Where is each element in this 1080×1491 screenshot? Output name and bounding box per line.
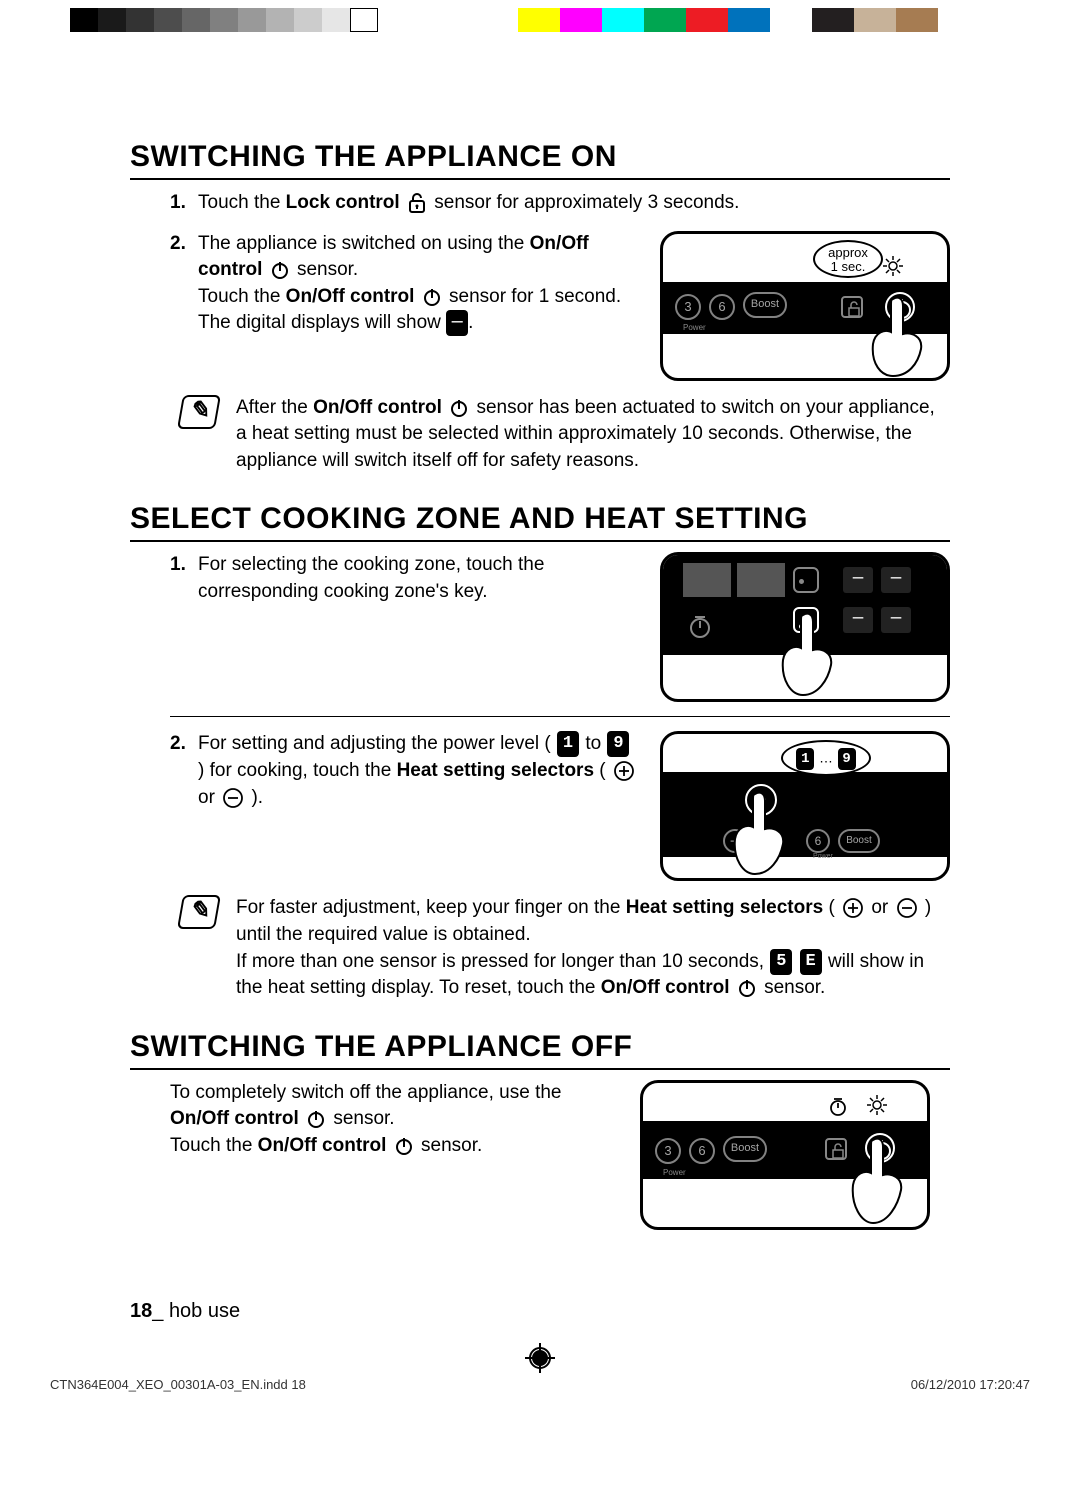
page-footer: 18_ hob use (130, 1300, 950, 1323)
note-switch-on: ✎ After the On/Off control sensor has be… (180, 395, 950, 475)
print-color-bar (0, 8, 1080, 32)
callout-approx-1sec: approx1 sec. (813, 240, 883, 278)
digit-err-icon: E (800, 949, 822, 975)
power-icon (422, 286, 442, 308)
registration-mark-icon (525, 1343, 555, 1378)
note-heat: ✎ For faster adjustment, keep your finge… (180, 895, 950, 1001)
power-icon (449, 397, 469, 419)
heading-select-zone: SELECT COOKING ZONE AND HEAT SETTING (130, 502, 950, 542)
power-icon (270, 259, 290, 281)
hand-icon (843, 1135, 923, 1230)
figure-switch-on: 3 6 Boost Power approx1 sec. (660, 231, 950, 381)
digit-9-icon: 9 (607, 731, 629, 757)
plus-icon (842, 897, 864, 919)
timer-icon (687, 613, 713, 639)
display-dash-icon: – (446, 310, 468, 336)
minus-icon (222, 787, 244, 809)
figure-switch-off: 3 6 Boost Power (640, 1080, 930, 1230)
off-body: To completely switch off the appliance, … (170, 1080, 950, 1230)
heading-switching-on: SWITCHING THE APPLIANCE ON (130, 140, 950, 180)
hand-icon (863, 294, 943, 381)
on-step-2: 2. The appliance is switched on using th… (170, 231, 950, 381)
digit-1-icon: 1 (557, 731, 579, 757)
power-icon (737, 977, 757, 999)
figure-select-zone: – – – – (660, 552, 950, 702)
note-icon: ✎ (177, 895, 221, 929)
lock-icon (407, 192, 427, 214)
hand-icon (773, 610, 853, 702)
lock-button-icon (841, 296, 863, 318)
plus-icon (613, 760, 635, 782)
power-icon (306, 1108, 326, 1130)
heat-step-1: 1. For selecting the cooking zone, touch… (170, 552, 950, 702)
brightness-icon (865, 1093, 889, 1117)
heat-step-2: 2. For setting and adjusting the power l… (170, 731, 950, 881)
heading-switching-off: SWITCHING THE APPLIANCE OFF (130, 1030, 950, 1070)
callout-1-to-9: 1 … 9 (781, 740, 871, 776)
timer-icon (827, 1095, 849, 1117)
on-step-1: 1. Touch the Lock control sensor for app… (170, 190, 950, 217)
divider (170, 716, 950, 717)
figure-heat-setting: 1 … 9 + − 6 Boost Power (660, 731, 950, 881)
digit-err-icon: 5 (770, 949, 792, 975)
hand-icon (725, 789, 805, 881)
note-icon: ✎ (177, 395, 221, 429)
brightness-icon (881, 254, 905, 278)
minus-icon (896, 897, 918, 919)
power-icon (394, 1135, 414, 1157)
page: SWITCHING THE APPLIANCE ON 1. Touch the … (0, 32, 1080, 1343)
